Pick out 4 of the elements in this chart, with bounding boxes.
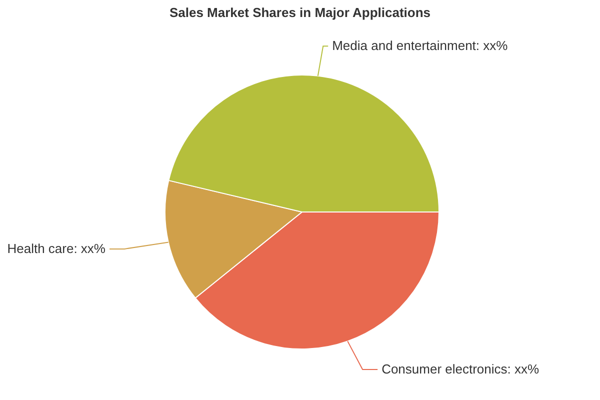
slice-label: Consumer electronics: xx% bbox=[382, 361, 540, 376]
chart-title: Sales Market Shares in Major Applications bbox=[169, 5, 431, 20]
slice-label: Health care: xx% bbox=[7, 240, 106, 256]
slice-label: Media and entertainment: xx% bbox=[332, 38, 508, 54]
